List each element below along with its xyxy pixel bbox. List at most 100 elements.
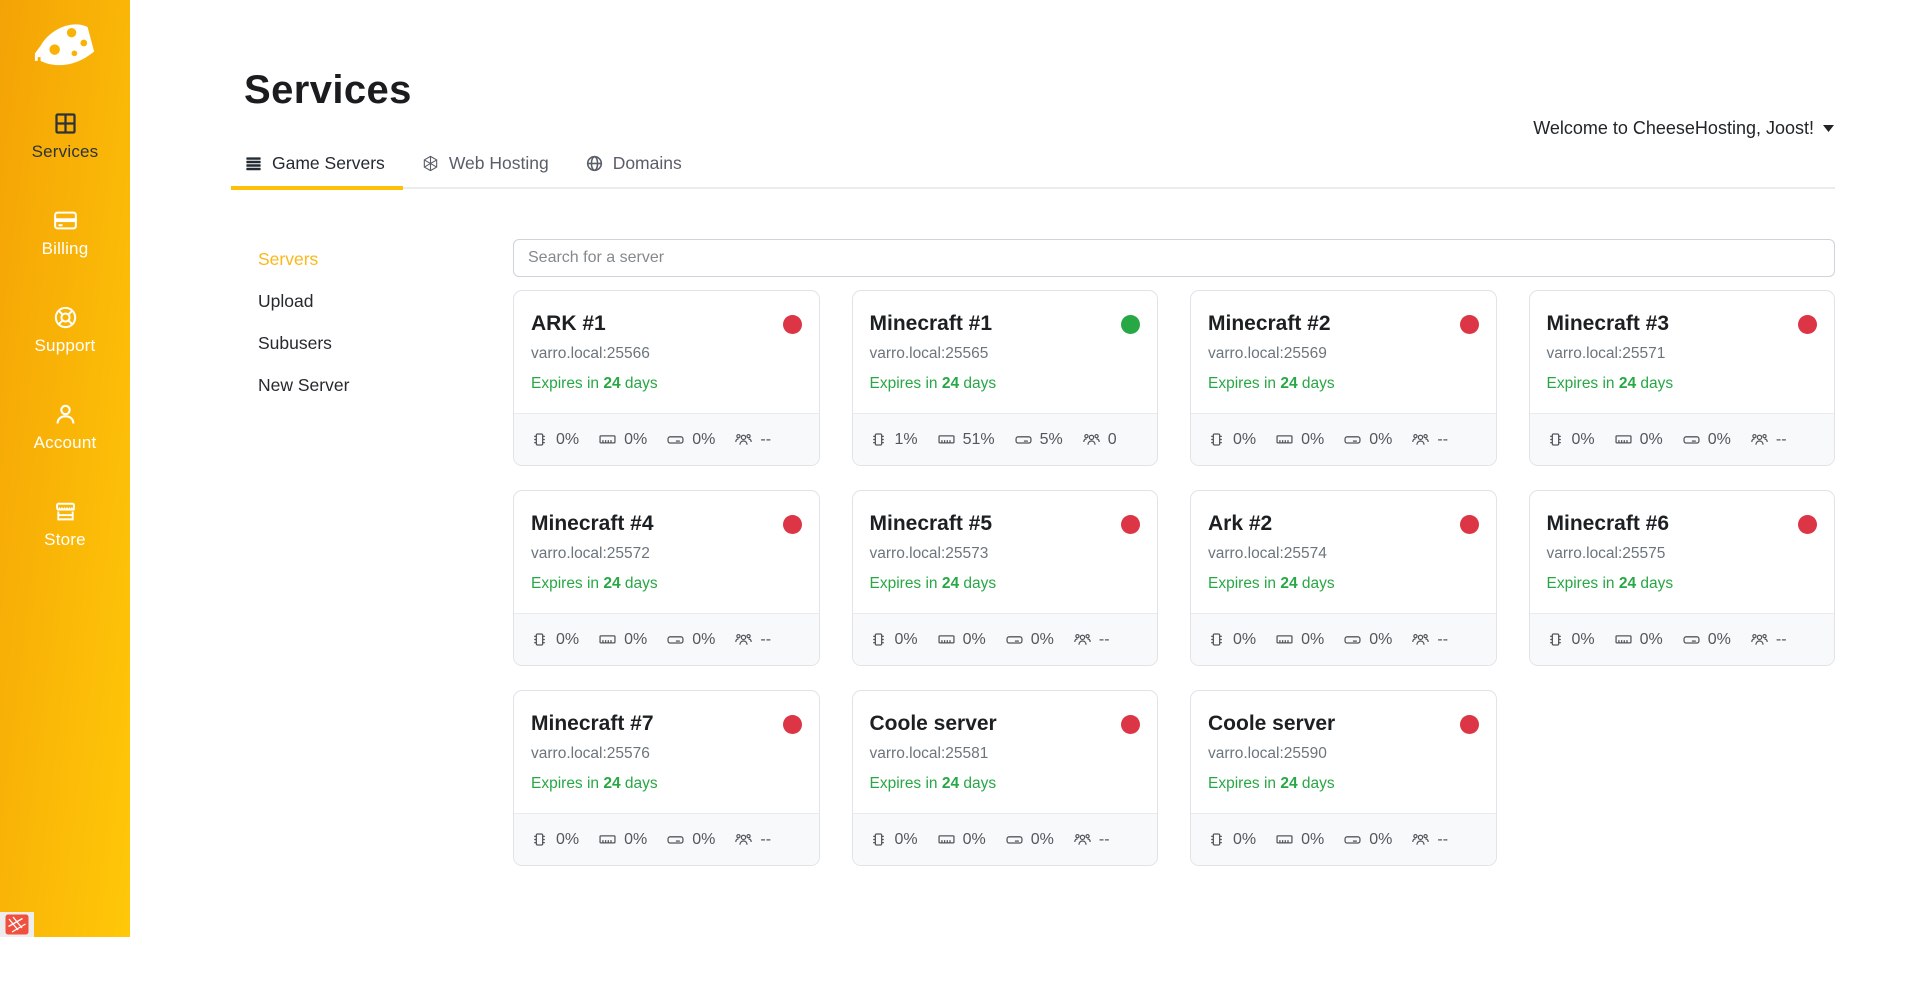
cpu-value: 0% xyxy=(1233,431,1256,449)
disk-value: 0% xyxy=(692,831,715,849)
status-dot xyxy=(1121,715,1140,734)
players-icon xyxy=(734,430,753,449)
subnav-item-subusers[interactable]: Subusers xyxy=(258,333,513,354)
cpu-value: 0% xyxy=(556,831,579,849)
server-name: Ark #2 xyxy=(1208,512,1272,536)
cpu-value: 0% xyxy=(1233,831,1256,849)
cpu-value: 1% xyxy=(895,431,918,449)
server-card[interactable]: Minecraft #2 varro.local:25569 Expires i… xyxy=(1190,290,1497,466)
sidebar-item-services[interactable]: Services xyxy=(0,110,130,162)
ram-icon xyxy=(937,830,956,849)
tab-game-servers[interactable]: Game Servers xyxy=(244,153,385,187)
sidebar-item-label: Services xyxy=(32,142,99,162)
status-dot xyxy=(1798,315,1817,334)
ram-icon xyxy=(1614,430,1633,449)
server-stats: 0% 0% xyxy=(1191,813,1496,865)
memory-value: 0% xyxy=(624,631,647,649)
server-card-body: Ark #2 varro.local:25574 Expires in 24 d… xyxy=(1191,491,1496,613)
stat-memory: 0% xyxy=(1614,630,1663,649)
server-name: Minecraft #3 xyxy=(1547,312,1670,336)
stat-memory: 0% xyxy=(1275,630,1324,649)
subnav-item-servers[interactable]: Servers xyxy=(258,249,513,270)
sidebar-item-billing[interactable]: Billing xyxy=(0,207,130,259)
server-expires: Expires in 24 days xyxy=(1208,775,1479,793)
status-dot xyxy=(783,715,802,734)
server-card[interactable]: Minecraft #7 varro.local:25576 Expires i… xyxy=(513,690,820,866)
server-host: varro.local:25573 xyxy=(870,545,1141,563)
players-icon xyxy=(1073,830,1092,849)
players-value: 0 xyxy=(1108,431,1117,449)
cpu-value: 0% xyxy=(556,431,579,449)
user-menu[interactable]: Welcome to CheeseHosting, Joost! xyxy=(1533,118,1834,139)
stat-players: -- xyxy=(734,430,771,449)
server-card[interactable]: Ark #2 varro.local:25574 Expires in 24 d… xyxy=(1190,490,1497,666)
server-expires: Expires in 24 days xyxy=(870,575,1141,593)
players-icon xyxy=(734,830,753,849)
server-name: Minecraft #5 xyxy=(870,512,993,536)
server-card[interactable]: Minecraft #5 varro.local:25573 Expires i… xyxy=(852,490,1159,666)
expires-days: 24 xyxy=(942,575,959,592)
search-input[interactable] xyxy=(513,239,1835,277)
server-host: varro.local:25581 xyxy=(870,745,1141,763)
expires-days: 24 xyxy=(603,575,620,592)
subnav-item-new-server[interactable]: New Server xyxy=(258,375,513,396)
expires-days: 24 xyxy=(1619,375,1636,392)
stat-players: -- xyxy=(734,630,771,649)
server-stats: 0% 0% xyxy=(1191,413,1496,465)
laravel-badge[interactable] xyxy=(0,912,34,937)
ram-icon xyxy=(937,630,956,649)
players-value: -- xyxy=(1437,631,1448,649)
content-area: Servers Upload Subusers New Server ARK #… xyxy=(244,239,1835,866)
players-value: -- xyxy=(1437,831,1448,849)
server-card[interactable]: Minecraft #6 varro.local:25575 Expires i… xyxy=(1529,490,1836,666)
subnav-item-upload[interactable]: Upload xyxy=(258,291,513,312)
sidebar-item-account[interactable]: Account xyxy=(0,401,130,453)
stat-players: -- xyxy=(734,830,771,849)
server-expires: Expires in 24 days xyxy=(870,375,1141,393)
server-host: varro.local:25566 xyxy=(531,345,802,363)
server-card-body: Coole server varro.local:25590 Expires i… xyxy=(1191,691,1496,813)
memory-value: 0% xyxy=(963,831,986,849)
stat-memory: 0% xyxy=(598,630,647,649)
ram-icon xyxy=(937,430,956,449)
tab-domains[interactable]: Domains xyxy=(585,153,682,187)
server-card[interactable]: Minecraft #1 varro.local:25565 Expires i… xyxy=(852,290,1159,466)
ram-icon xyxy=(1275,430,1294,449)
disk-value: 0% xyxy=(692,631,715,649)
server-expires: Expires in 24 days xyxy=(531,775,802,793)
cpu-chip-icon xyxy=(869,630,888,649)
server-card[interactable]: Minecraft #3 varro.local:25571 Expires i… xyxy=(1529,290,1836,466)
disk-value: 0% xyxy=(1708,431,1731,449)
server-stats: 0% 0% xyxy=(514,613,819,665)
expires-days: 24 xyxy=(1280,375,1297,392)
expires-days: 24 xyxy=(942,775,959,792)
memory-value: 0% xyxy=(1640,431,1663,449)
tab-web-hosting[interactable]: Web Hosting xyxy=(421,153,549,187)
expires-days: 24 xyxy=(603,775,620,792)
cheese-logo-icon[interactable] xyxy=(27,12,103,74)
server-card[interactable]: ARK #1 varro.local:25566 Expires in 24 d… xyxy=(513,290,820,466)
disk-icon xyxy=(666,630,685,649)
sidebar-item-store[interactable]: Store xyxy=(0,498,130,550)
status-dot xyxy=(1460,715,1479,734)
life-ring-icon xyxy=(52,304,79,331)
server-card[interactable]: Coole server varro.local:25581 Expires i… xyxy=(852,690,1159,866)
memory-value: 0% xyxy=(1301,631,1324,649)
disk-icon xyxy=(666,430,685,449)
sidebar-item-support[interactable]: Support xyxy=(0,304,130,356)
stat-disk: 0% xyxy=(1343,430,1392,449)
server-stats: 0% 0% xyxy=(853,613,1158,665)
server-card-body: Minecraft #7 varro.local:25576 Expires i… xyxy=(514,691,819,813)
server-name: Coole server xyxy=(1208,712,1335,736)
status-dot xyxy=(1798,515,1817,534)
expires-days: 24 xyxy=(1619,575,1636,592)
players-icon xyxy=(1750,430,1769,449)
server-card[interactable]: Coole server varro.local:25590 Expires i… xyxy=(1190,690,1497,866)
server-stats: 1% 51% xyxy=(853,413,1158,465)
server-stats: 0% 0% xyxy=(514,813,819,865)
server-host: varro.local:25572 xyxy=(531,545,802,563)
players-value: -- xyxy=(1776,431,1787,449)
server-card[interactable]: Minecraft #4 varro.local:25572 Expires i… xyxy=(513,490,820,666)
status-dot xyxy=(783,515,802,534)
welcome-text: Welcome to CheeseHosting, Joost! xyxy=(1533,118,1814,139)
